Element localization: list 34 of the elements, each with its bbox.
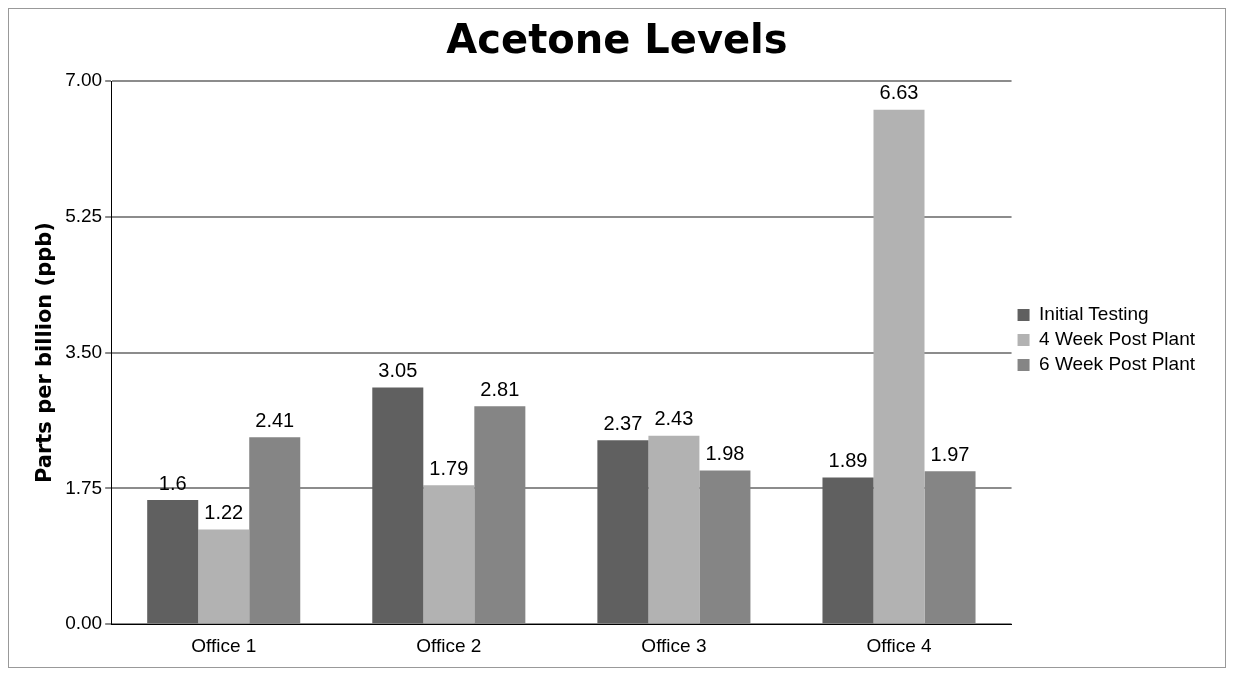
y-axis-title: Parts per billion (ppb) xyxy=(32,222,57,484)
bar xyxy=(198,529,250,624)
bar xyxy=(822,477,874,624)
chart-title: Acetone Levels xyxy=(446,16,788,63)
x-tick-label: Office 3 xyxy=(641,634,707,656)
data-label: 1.98 xyxy=(705,442,745,465)
bar xyxy=(147,500,199,624)
data-label: 1.89 xyxy=(828,449,868,472)
data-label: 6.63 xyxy=(879,81,919,104)
data-label: 1.97 xyxy=(930,442,970,465)
data-label: 2.41 xyxy=(255,408,295,431)
bar xyxy=(597,440,649,624)
legend-label: 6 Week Post Plant xyxy=(1039,353,1196,375)
data-label: 2.81 xyxy=(480,377,520,400)
y-tick-label: 0.00 xyxy=(65,612,103,634)
data-label: 1.79 xyxy=(429,456,469,479)
legend-label: Initial Testing xyxy=(1039,303,1149,325)
x-tick-label: Office 1 xyxy=(191,634,257,656)
y-tick-label: 7.00 xyxy=(65,69,103,91)
y-tick-label: 1.75 xyxy=(65,476,103,498)
data-label: 2.37 xyxy=(603,411,643,434)
legend-label: 4 Week Post Plant xyxy=(1039,328,1196,350)
data-label: 3.05 xyxy=(378,359,418,382)
y-tick-label: 5.25 xyxy=(65,205,103,227)
x-tick-label: Office 2 xyxy=(416,634,482,656)
bar xyxy=(873,109,925,624)
data-label: 1.22 xyxy=(204,501,244,524)
bar xyxy=(423,485,475,624)
data-label: 2.43 xyxy=(654,407,694,430)
bar xyxy=(648,435,700,624)
y-tick-label: 3.50 xyxy=(65,340,103,362)
x-tick-label: Office 4 xyxy=(866,634,932,656)
data-label: 1.6 xyxy=(158,471,187,494)
bar xyxy=(372,387,424,624)
